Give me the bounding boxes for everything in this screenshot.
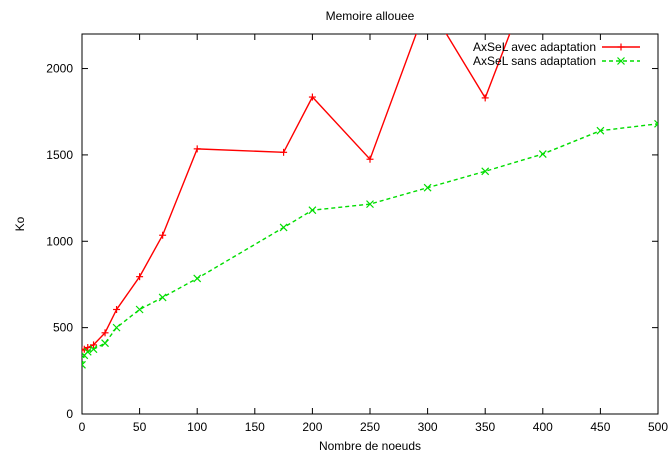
x-tick-label: 50 [133, 420, 147, 434]
y-tick-label: 1500 [46, 148, 73, 162]
legend-label-1: AxSeL avec adaptation [473, 40, 596, 54]
series-2-point [82, 360, 86, 369]
series-1-point [82, 345, 88, 353]
x-tick-label: 450 [590, 420, 610, 434]
x-tick-label: 350 [475, 420, 495, 434]
y-tick-label: 2000 [46, 62, 73, 76]
series-2-point [596, 126, 605, 135]
series-2-point [423, 183, 432, 192]
series-2-point [654, 119, 658, 128]
series-2-point [193, 274, 202, 283]
series-layer [82, 0, 658, 369]
x-tick-label: 0 [79, 420, 86, 434]
series-2-point [83, 347, 92, 356]
series-1-point [159, 231, 167, 239]
series-2-point [366, 200, 374, 209]
series-2-point [112, 323, 121, 332]
series-1-point [481, 94, 489, 102]
x-axis-label: Nombre de noeuds [319, 439, 421, 453]
y-axis-label: Ko [13, 216, 27, 231]
y-tick-label: 0 [66, 407, 73, 421]
x-tick-label: 250 [360, 420, 380, 434]
x-tick-label: 100 [187, 420, 207, 434]
series-1-point [113, 306, 121, 313]
series-2-point [158, 293, 167, 302]
series-1-point [101, 329, 109, 337]
series-2-point [135, 305, 144, 314]
series-1-point [424, 0, 431, 6]
chart-title: Memoire allouee [326, 9, 415, 23]
series-2-point [538, 150, 547, 158]
y-tick-label: 1000 [46, 234, 73, 248]
series-1-point [136, 273, 144, 281]
series-1-point [90, 341, 98, 349]
series-2-point [101, 339, 109, 348]
series-2-point [481, 167, 490, 176]
series-1-point [84, 344, 92, 351]
x-tick-label: 150 [245, 420, 265, 434]
x-tick-label: 400 [533, 420, 553, 434]
legend-label-2: AxSeL sans adaptation [473, 54, 596, 68]
x-tick-label: 200 [302, 420, 322, 434]
series-1-point [280, 148, 288, 156]
series-2-point [308, 206, 317, 215]
plot-frame [81, 33, 659, 415]
x-tick-label: 300 [418, 420, 438, 434]
x-tick-label: 500 [648, 420, 668, 434]
legend-marker-1 [617, 43, 625, 51]
x-axis: 0 50 100 150 200 250 300 350 400 450 500 [79, 34, 668, 434]
series-1-point [366, 155, 374, 163]
y-tick-label: 500 [53, 321, 73, 335]
series-1-point [193, 145, 201, 153]
series-2-point [279, 223, 288, 232]
legend-marker-2 [617, 57, 625, 65]
series-1-point [308, 93, 316, 101]
y-axis: 0 500 1000 1500 2000 [46, 62, 658, 421]
series-2-point [89, 345, 98, 354]
